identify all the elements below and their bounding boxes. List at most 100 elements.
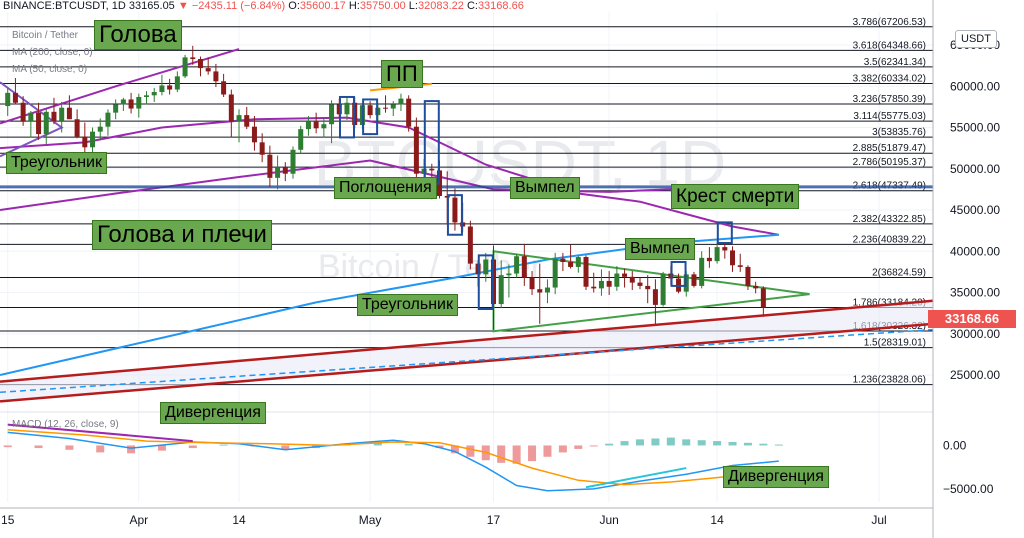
- candle-body: [560, 258, 566, 262]
- macd-histogram-bar: [651, 438, 660, 446]
- fib-level-label: 2.786(50195.37): [853, 157, 926, 168]
- macd-legend[interactable]: MACD (12, 26, close, 9): [12, 419, 119, 430]
- candle-body: [159, 85, 165, 93]
- candle-body: [12, 92, 18, 103]
- candle-body: [97, 126, 103, 132]
- ma50-legend[interactable]: MA (50, close, 0): [12, 64, 88, 75]
- x-tick-label: May: [359, 513, 382, 527]
- candle-body: [537, 289, 543, 293]
- fib-level-label: 1.236(23828.06): [853, 375, 926, 386]
- candle-body: [190, 57, 196, 60]
- candle-body: [606, 280, 612, 287]
- y-tick-label: 25000.00: [950, 368, 1000, 382]
- open-label: O:: [288, 0, 300, 12]
- divergence-line-bottom: [585, 467, 687, 489]
- pattern-box: [716, 221, 733, 244]
- candle-body: [529, 277, 535, 290]
- macd-histogram-bar: [635, 439, 644, 446]
- divergence-line-top: [7, 423, 193, 443]
- candle-body: [598, 280, 604, 289]
- candle-body: [66, 107, 72, 120]
- pattern-box: [670, 260, 687, 287]
- candle-body: [74, 119, 80, 137]
- annotation-divergence-top: Дивергенция: [160, 402, 266, 424]
- fib-level-label: 3(53835.76): [872, 127, 926, 138]
- candle-body: [398, 98, 404, 105]
- annotation-pennant-may: Вымпел: [510, 177, 580, 199]
- candle-body: [699, 257, 705, 286]
- candle-body: [244, 115, 250, 127]
- fib-level-label: 3.382(60334.02): [853, 73, 926, 84]
- candle-body: [552, 258, 558, 288]
- ma200-line: [0, 159, 764, 211]
- annotation-divergence-bottom: Дивергенция: [723, 466, 829, 488]
- fib-level-label: 2.885(51879.47): [853, 143, 926, 154]
- fib-level-label: 3.236(57850.39): [853, 94, 926, 105]
- macd-histogram-bar: [65, 445, 74, 450]
- symbol-label: BINANCE:BTCUSDT, 1D: [3, 0, 126, 12]
- macd-histogram-bar: [512, 445, 521, 464]
- candle-body: [413, 126, 419, 174]
- candle-body: [43, 111, 49, 135]
- annotation-triangle-mar: Треугольник: [6, 152, 107, 174]
- candle-body: [51, 111, 57, 121]
- high-value: 35750.00: [359, 0, 406, 12]
- macd-histogram-bar: [774, 444, 783, 446]
- candle-body: [575, 257, 581, 267]
- candle-body: [506, 273, 512, 276]
- annotation-pp: ПП: [381, 60, 423, 88]
- candle-body: [730, 250, 736, 266]
- candle-body: [344, 102, 350, 115]
- y-tick-label: 50000.00: [950, 162, 1000, 176]
- candle-body: [197, 59, 203, 69]
- fib-level-label: 1.5(28319.01): [864, 338, 926, 349]
- currency-button[interactable]: USDT: [955, 30, 997, 48]
- close-value: 33168.66: [477, 0, 524, 12]
- macd-pane: [0, 411, 933, 492]
- macd-histogram-bar: [697, 440, 706, 446]
- pattern-box: [446, 194, 463, 236]
- candle-body: [514, 256, 520, 274]
- macd-histogram-bar: [404, 443, 413, 446]
- close-label: C:: [466, 0, 478, 12]
- macd-histogram-bar: [96, 445, 105, 453]
- macd-histogram-bar: [605, 443, 614, 446]
- candle-body: [5, 92, 11, 107]
- last-price-label: 33168.66: [928, 310, 1016, 328]
- annotation-triangle-jun: Треугольник: [357, 294, 458, 316]
- candle-body: [591, 286, 597, 289]
- annotation-head: Голова: [94, 20, 182, 50]
- candle-body: [760, 288, 766, 308]
- candle-body: [329, 104, 335, 125]
- candle-body: [174, 76, 180, 90]
- annotation-engulfing: Поглощения: [334, 177, 437, 199]
- macd-histogram-bar: [435, 445, 444, 449]
- y-tick-label: 35000.00: [950, 286, 1000, 300]
- x-tick-label: Apr: [129, 513, 148, 527]
- candle-body: [390, 104, 396, 109]
- candle-body: [714, 247, 720, 262]
- macd-histogram-bar: [219, 444, 228, 446]
- annotation-pennant-jun: Вымпел: [625, 238, 695, 260]
- pattern-box: [362, 98, 379, 136]
- x-tick-label: 17: [487, 513, 501, 527]
- candle-body: [568, 261, 574, 267]
- candle-body: [213, 71, 219, 82]
- macd-histogram-bar: [3, 445, 12, 448]
- candle-body: [745, 266, 751, 286]
- candle-body: [259, 142, 265, 155]
- macd-histogram-bar: [373, 441, 382, 446]
- ma200-legend[interactable]: MA (200, close, 0): [12, 47, 93, 58]
- candle-body: [691, 274, 697, 286]
- down-arrow-icon: ▼: [177, 0, 189, 12]
- high-label: H:: [348, 0, 360, 12]
- macd-histogram-bar: [620, 441, 629, 446]
- candle-body: [251, 126, 257, 143]
- candle-body: [144, 95, 150, 97]
- candle-body: [544, 287, 550, 293]
- candle-body: [406, 98, 412, 127]
- fib-level-label: 2.236(40839.22): [853, 234, 926, 245]
- pair-legend[interactable]: Bitcoin / Tether: [12, 30, 78, 41]
- macd-histogram-bar: [188, 445, 197, 449]
